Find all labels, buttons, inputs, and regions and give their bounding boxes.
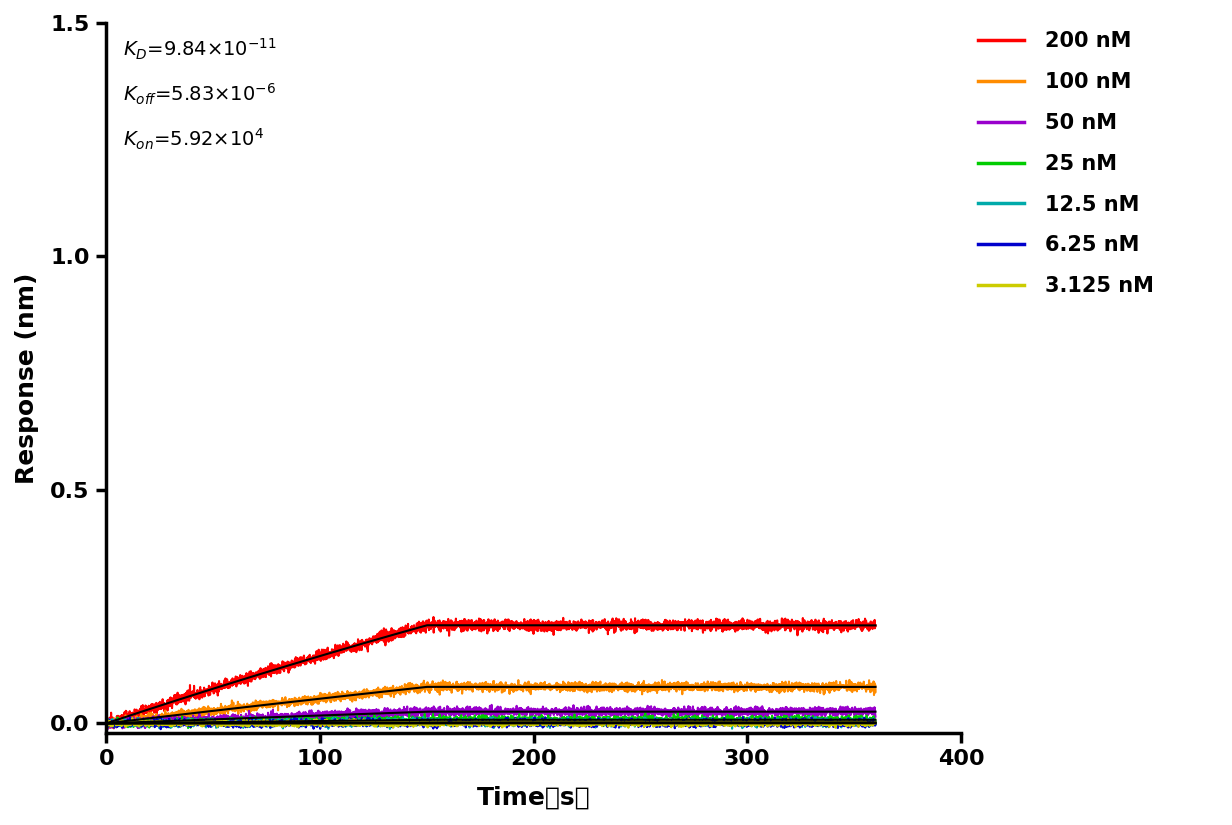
X-axis label: Time（s）: Time（s） [477, 786, 590, 810]
Legend: 200 nM, 100 nM, 50 nM, 25 nM, 12.5 nM, 6.25 nM, 3.125 nM: 200 nM, 100 nM, 50 nM, 25 nM, 12.5 nM, 6… [970, 23, 1162, 304]
Y-axis label: Response (nm): Response (nm) [15, 272, 39, 483]
Text: $\mathit{K}_D$=9.84×10$^{-11}$
$\mathit{K}_{off}$=5.83×10$^{-6}$
$\mathit{K}_{on: $\mathit{K}_D$=9.84×10$^{-11}$ $\mathit{… [123, 37, 277, 152]
